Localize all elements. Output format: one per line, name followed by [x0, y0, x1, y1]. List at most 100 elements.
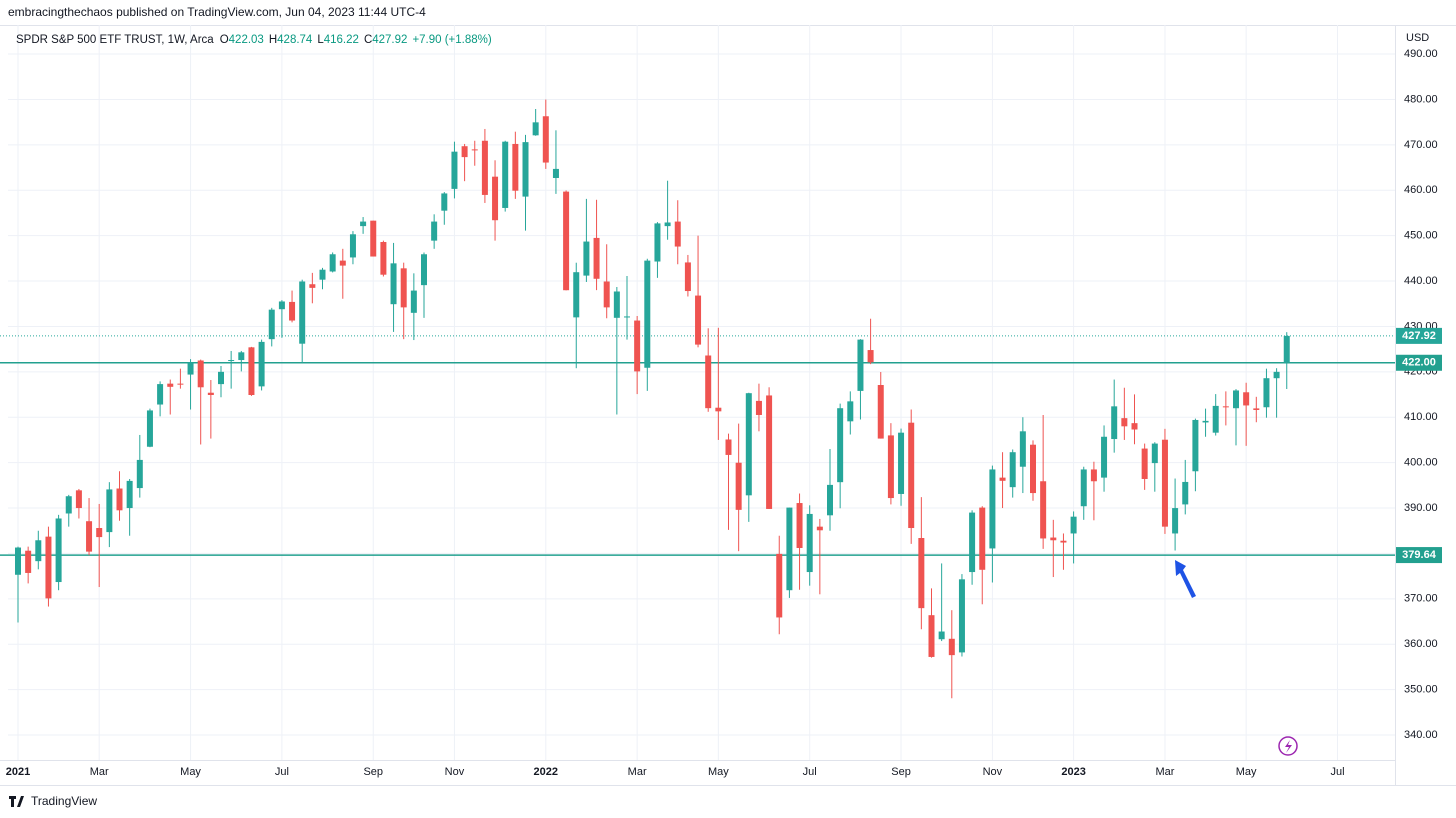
candle-body — [1192, 419, 1199, 472]
candle-body — [197, 360, 204, 388]
candle-body — [938, 631, 945, 640]
x-tick-label: Sep — [363, 766, 383, 778]
candle-body — [55, 518, 62, 583]
candle-body — [370, 220, 377, 257]
candle-body — [786, 507, 793, 591]
candle-body — [441, 193, 448, 211]
candle-body — [25, 550, 32, 573]
candle-body — [705, 355, 712, 409]
candle-body — [116, 488, 123, 511]
candle-body — [1131, 423, 1138, 430]
x-tick-label: May — [708, 766, 729, 778]
candle-body — [969, 512, 976, 573]
ohlc-label: O — [220, 34, 229, 46]
candle-body — [1009, 452, 1016, 488]
candle-body — [481, 140, 488, 195]
candle-body — [1263, 378, 1270, 408]
y-tick-label: 400.00 — [1404, 457, 1438, 469]
annotation-arrow — [1175, 560, 1196, 598]
candle-body — [847, 401, 854, 422]
symbol: SPDR S&P 500 ETF TRUST, 1W, Arca — [16, 34, 214, 46]
candle-body — [451, 151, 458, 189]
candle-body — [146, 410, 153, 447]
x-tick-label: Sep — [891, 766, 911, 778]
y-tick-label: 440.00 — [1404, 275, 1438, 287]
candle-body — [644, 260, 651, 368]
candle-body — [684, 262, 691, 292]
x-tick-label: May — [1236, 766, 1257, 778]
candle-body — [563, 191, 570, 291]
candle-body — [492, 176, 499, 221]
candle-body — [958, 579, 965, 653]
y-tick-label: 490.00 — [1404, 48, 1438, 60]
events-icon-bolt — [1285, 740, 1292, 753]
x-tick-label: Jul — [803, 766, 817, 778]
y-tick-label: 450.00 — [1404, 230, 1438, 242]
candle-body — [918, 538, 925, 609]
x-tick-label: Mar — [628, 766, 647, 778]
last-low: 416.22 — [324, 34, 359, 46]
y-tick-label: 390.00 — [1404, 502, 1438, 514]
candle-body — [1182, 481, 1189, 505]
candle-body — [177, 383, 184, 385]
x-tick-label: Nov — [983, 766, 1003, 778]
candle-body — [755, 400, 762, 415]
candle-body — [837, 408, 844, 483]
candle-body — [1243, 392, 1250, 406]
last-price-label: 427.92 — [1402, 330, 1436, 342]
x-tick-label: 2021 — [6, 766, 30, 778]
candle-body — [502, 141, 509, 208]
candle-body — [948, 638, 955, 656]
x-tick-label: Mar — [1155, 766, 1174, 778]
y-tick-label: 350.00 — [1404, 684, 1438, 696]
candle-body — [1060, 540, 1067, 543]
candle-body — [887, 435, 894, 499]
candle-body — [1070, 516, 1077, 534]
candle-body — [573, 272, 580, 318]
candle-body — [1040, 481, 1047, 539]
candle-body — [1111, 406, 1118, 440]
candle-body — [928, 615, 935, 657]
candle-body — [603, 281, 610, 308]
ohlc-label: L — [317, 34, 324, 46]
candle-body — [542, 116, 549, 163]
candle-body — [106, 489, 113, 533]
candle-body — [289, 301, 296, 321]
candle-body — [816, 526, 823, 531]
x-tick-label: 2023 — [1061, 766, 1085, 778]
candle-body — [75, 490, 82, 509]
candle-body — [867, 350, 874, 363]
candle-body — [86, 521, 93, 552]
candle-body — [421, 254, 427, 286]
candle-body — [238, 352, 245, 361]
y-tick-label: 340.00 — [1404, 729, 1438, 741]
candles — [15, 99, 1290, 699]
currency: USD — [1406, 32, 1429, 44]
brand-logo — [9, 796, 24, 807]
events-icon[interactable] — [1278, 736, 1298, 756]
candle-body — [96, 528, 103, 538]
candle-body — [552, 168, 559, 178]
candle-body — [400, 268, 407, 308]
candle-body — [299, 281, 306, 344]
candle-body — [796, 503, 803, 548]
candle-body — [908, 422, 915, 529]
candle-body — [187, 362, 194, 375]
candle-body — [157, 384, 164, 405]
candle-body — [136, 459, 143, 489]
candle-body — [532, 122, 539, 136]
candle-body — [228, 360, 235, 362]
candle-body — [745, 393, 752, 496]
candle-body — [1253, 408, 1260, 410]
x-tick-label: Mar — [90, 766, 109, 778]
candle-body — [1080, 469, 1087, 507]
candle-body — [461, 146, 468, 158]
brand: TradingView — [31, 794, 97, 808]
candle-body — [278, 301, 285, 310]
candle-body — [431, 221, 438, 241]
candle-body — [1030, 444, 1036, 494]
ohlc-label: H — [269, 34, 277, 46]
candle-body — [410, 290, 417, 313]
candle-body — [654, 223, 661, 262]
candle-body — [248, 347, 255, 395]
